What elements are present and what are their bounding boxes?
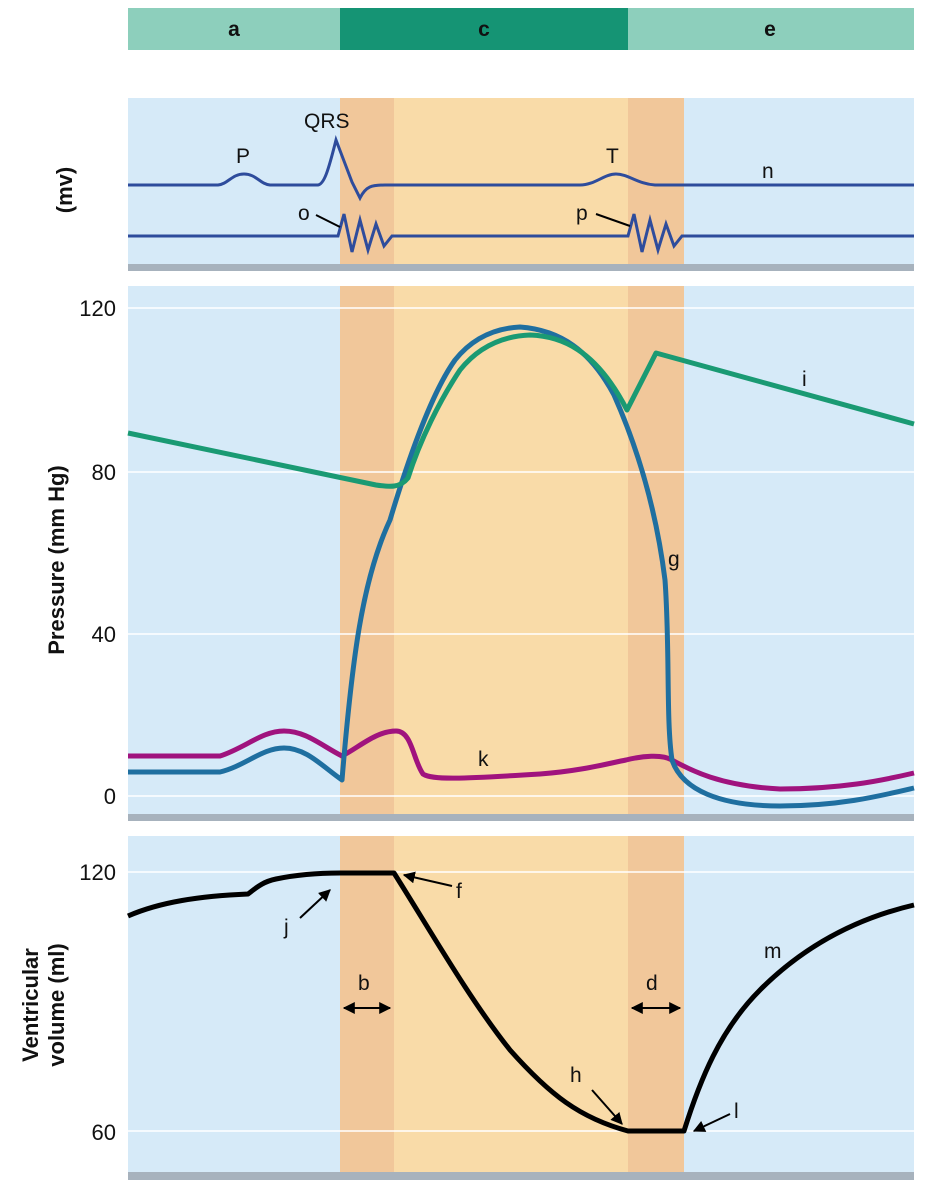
heart-sounds-trace: [128, 213, 914, 256]
ventricular-pressure-curve: [128, 324, 915, 809]
ecg-panel-floor: [128, 264, 914, 271]
volume-panel: Ventricular volume (ml) 120 60 j f h l m…: [18, 860, 915, 1145]
pressure-axis-title: Pressure (mm Hg): [44, 465, 69, 655]
ecg-panel: (mv) P QRS T n o p: [52, 110, 914, 256]
pressure-panel: Pressure (mm Hg) 120 80 40 0 i g k: [44, 296, 915, 809]
atrial-pressure-label-k: k: [478, 748, 489, 771]
volume-label-j: j: [283, 916, 289, 939]
volume-label-l: l: [734, 1100, 739, 1123]
ecg-t-wave-label: T: [606, 145, 619, 168]
isovolumic-contraction-volume: [340, 836, 394, 1172]
isovolumic-relaxation-volume: [628, 836, 684, 1172]
pressure-tick-80: 80: [92, 460, 116, 485]
ecg-trace-label-n: n: [762, 160, 774, 183]
ejection-pressure: [394, 286, 628, 814]
phase-band-a: [128, 8, 340, 50]
phase-band-c: [340, 8, 628, 50]
second-heart-sound-pointer: [595, 213, 631, 227]
volume-label-f: f: [456, 880, 462, 903]
first-heart-sound-label: o: [298, 202, 310, 225]
phase-band-a-label: a: [228, 18, 240, 41]
phase-band-bar: a c e: [128, 8, 914, 50]
ventricular-volume-curve: [126, 870, 915, 1134]
phase-band-c-label: c: [478, 18, 490, 41]
pressure-tick-40: 40: [92, 622, 116, 647]
volume-pointer-f: [402, 871, 453, 887]
phase-band-e: [628, 8, 914, 50]
gridlines: [128, 307, 914, 1132]
volume-pointer-j: [299, 889, 331, 919]
volume-pointer-l: [692, 1113, 731, 1132]
interval-label-d: d: [646, 972, 658, 995]
volume-axis-title-line2: volume (ml): [44, 943, 69, 1066]
ventricular-pressure-label-g: g: [668, 548, 680, 571]
pressure-panel-floor: [128, 814, 914, 821]
second-heart-sound-label: p: [576, 202, 588, 225]
aortic-pressure-curve: [127, 332, 915, 489]
isovolumic-relaxation-pressure: [628, 286, 684, 814]
aortic-pressure-label-i: i: [802, 368, 807, 391]
ejection-volume: [394, 836, 628, 1172]
panel-backgrounds: [128, 98, 914, 1180]
volume-label-h: h: [570, 1064, 582, 1087]
pressure-tick-0: 0: [104, 784, 116, 809]
pressure-tick-120: 120: [79, 296, 116, 321]
volume-pointer-h: [591, 1089, 623, 1125]
volume-axis-title-line1: Ventricular: [18, 948, 43, 1062]
volume-tick-120: 120: [79, 860, 116, 885]
ecg-trace: [128, 135, 914, 202]
interval-label-b: b: [358, 972, 370, 995]
ecg-axis-title: (mv): [52, 167, 77, 213]
volume-label-m: m: [764, 940, 782, 963]
ecg-qrs-label: QRS: [304, 110, 350, 133]
first-heart-sound-pointer: [315, 214, 341, 228]
ecg-p-wave-label: P: [236, 145, 250, 168]
phase-band-e-label: e: [764, 18, 776, 41]
volume-tick-60: 60: [92, 1120, 116, 1145]
atrial-pressure-curve: [128, 728, 915, 792]
volume-panel-floor: [128, 1172, 914, 1180]
